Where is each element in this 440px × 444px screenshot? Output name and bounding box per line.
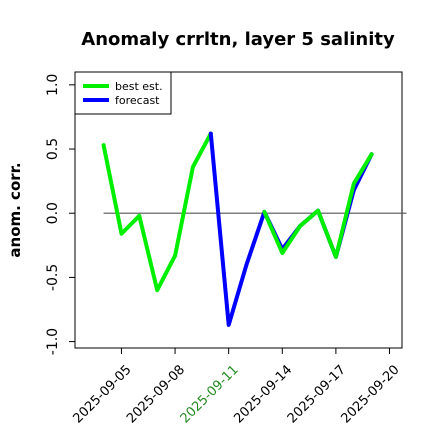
plot-area: -1.0-0.50.00.51.02025-09-052025-09-08202… [45, 71, 407, 426]
y-tick-label: 0.0 [45, 202, 61, 224]
series-line-1 [208, 131, 374, 327]
legend-label: forecast [115, 94, 160, 107]
plot-frame [74, 71, 403, 349]
y-axis-label: anom. corr. [6, 162, 24, 257]
series-line-0 [101, 131, 213, 293]
y-tick-label: -1.0 [45, 328, 61, 355]
series-line-2 [262, 152, 374, 259]
y-tick-label: 0.5 [45, 138, 61, 160]
legend-label: best est. [115, 80, 163, 93]
y-tick-label: -0.5 [45, 264, 61, 291]
x-tick-label: 2025-09-20 [339, 362, 403, 426]
legend-box [74, 71, 172, 115]
y-tick-label: 1.0 [45, 74, 61, 96]
chart-title: Anomaly crrltn, layer 5 salinity [81, 29, 395, 50]
